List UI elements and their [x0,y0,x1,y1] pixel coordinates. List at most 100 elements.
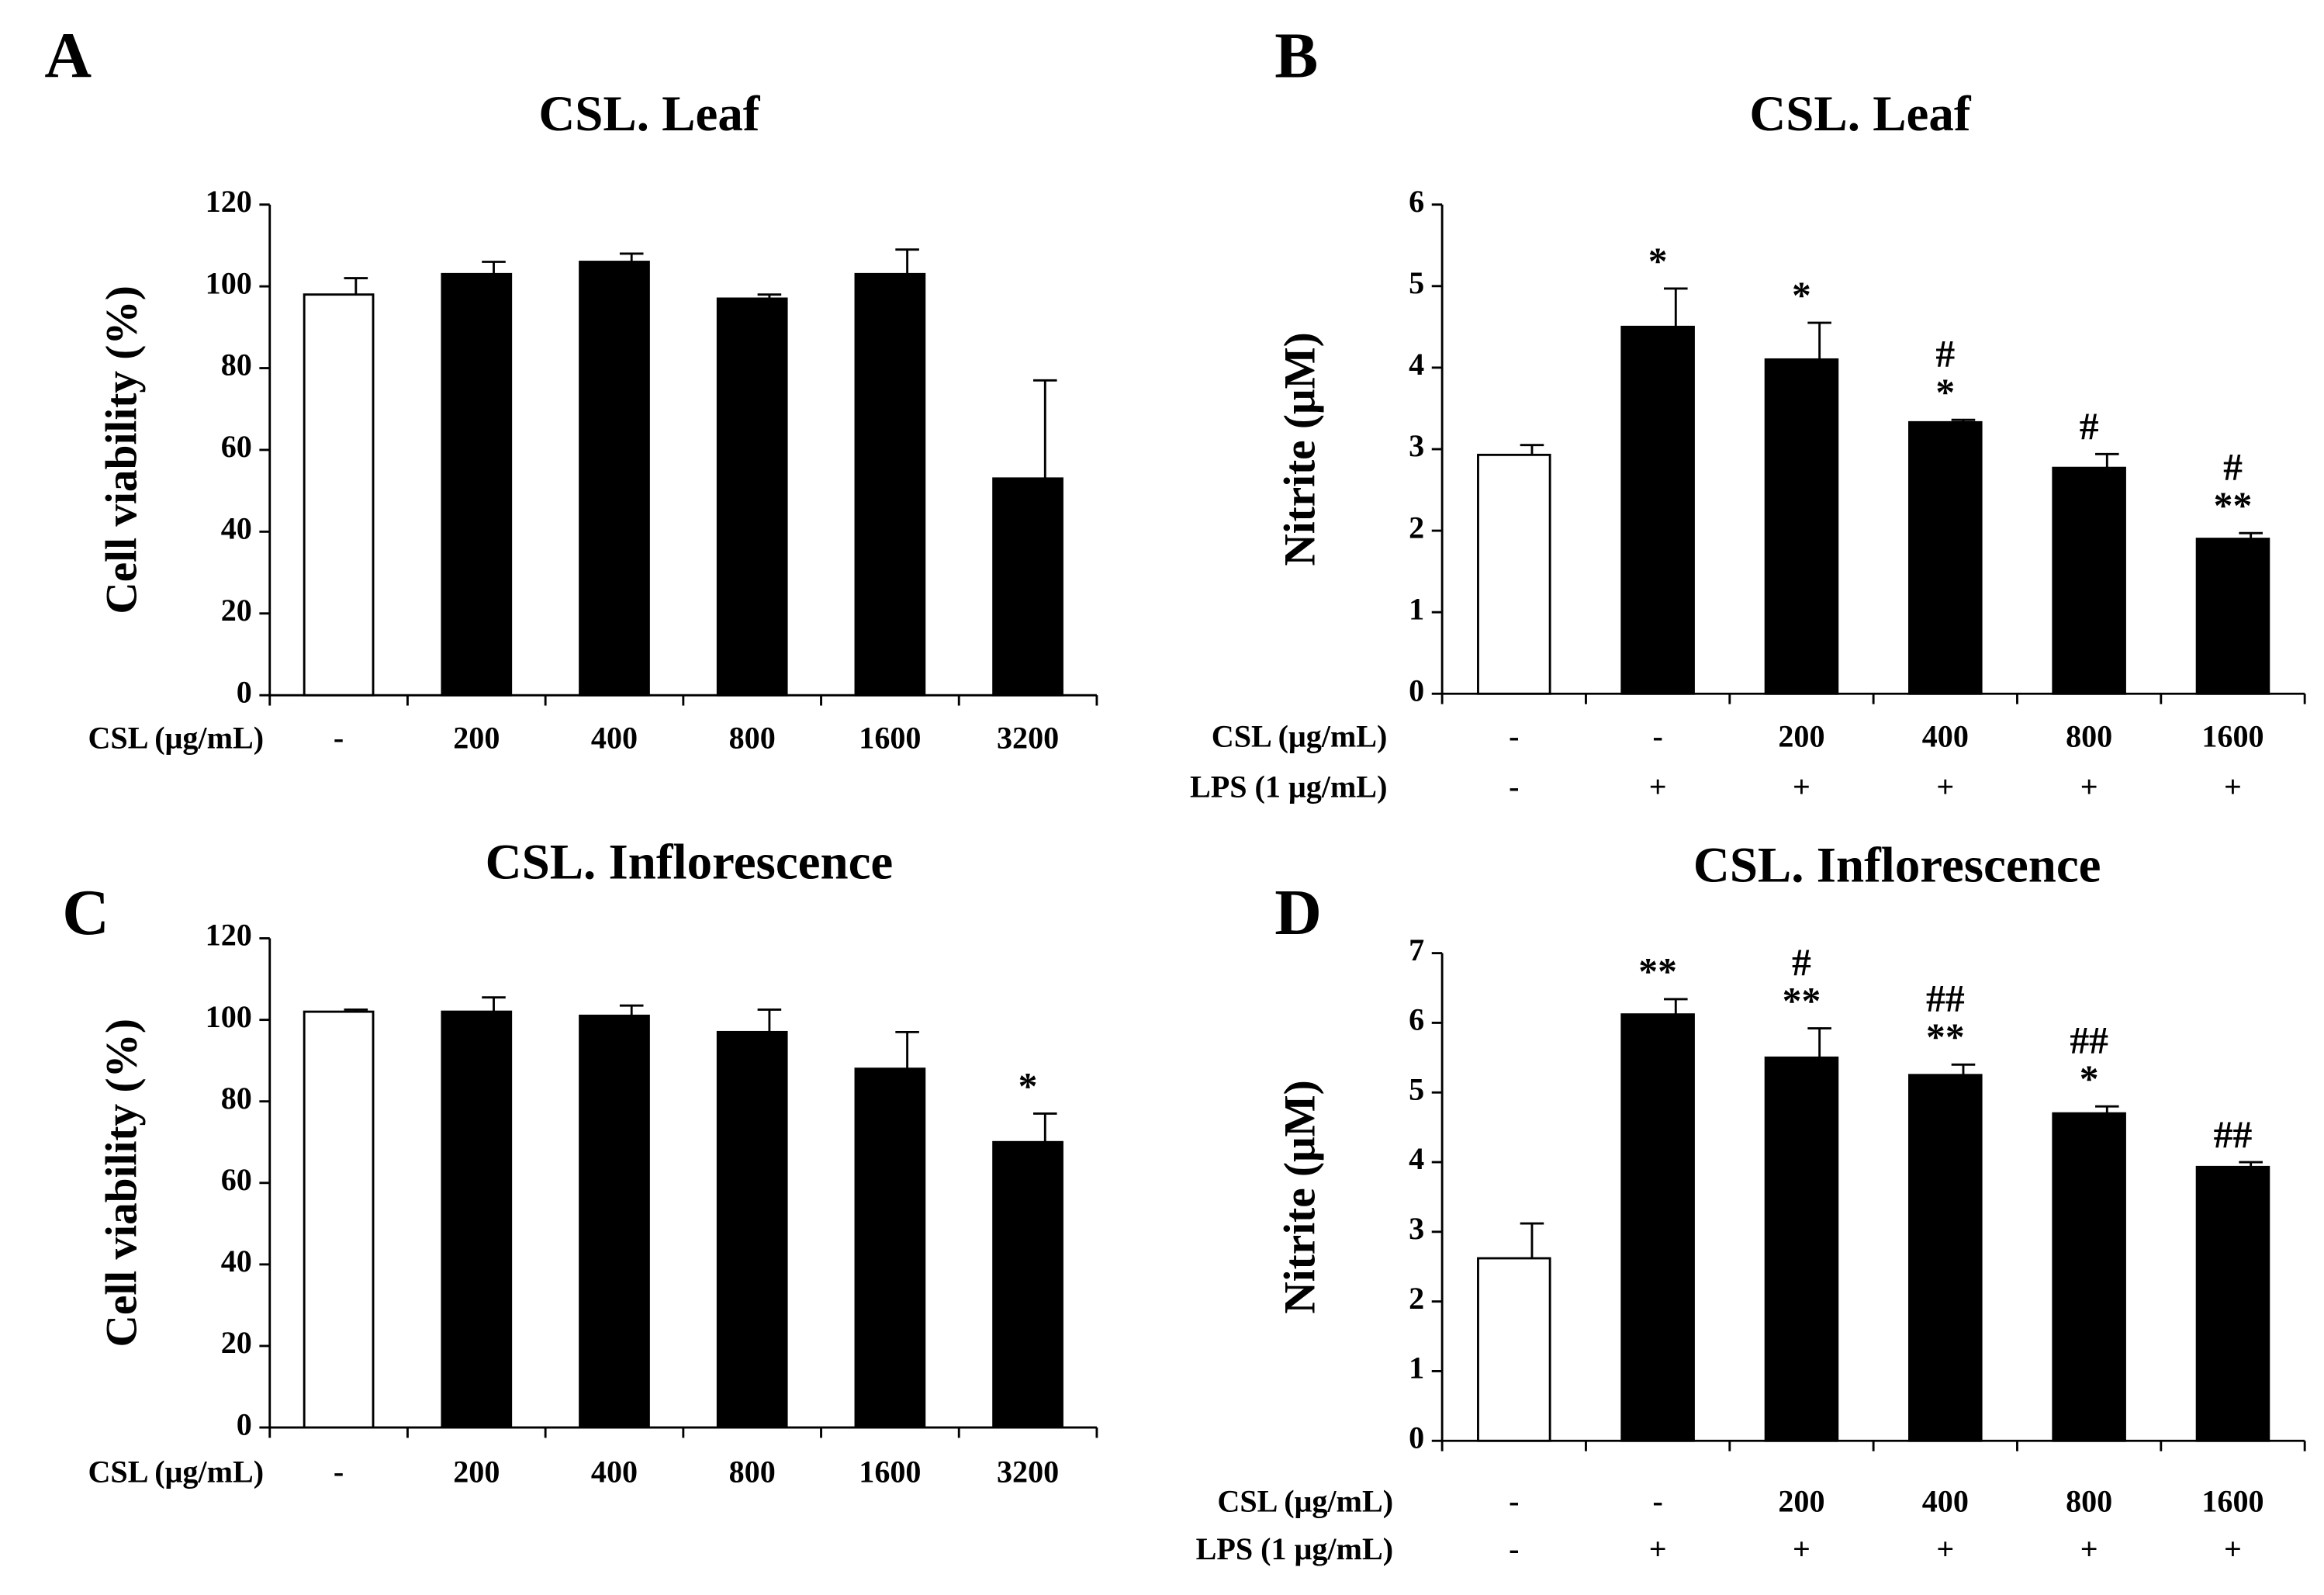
y-tick-label: 20 [221,1325,252,1360]
panel-letter: C [62,877,109,949]
chart-title: CSL. Inflorescence [486,835,894,891]
significance-label: ** [1926,1015,1965,1058]
x-tick-label: - [1652,719,1662,754]
y-tick-label: 0 [1409,673,1424,708]
chart-title: CSL. Leaf [538,86,760,142]
x-tick-label: 3200 [997,721,1059,756]
bar [2195,1165,2270,1442]
y-tick-label: 40 [221,1244,252,1278]
x-tick-label: + [1793,770,1810,804]
row-label: CSL (μg/mL) [1217,1484,1393,1519]
y-tick-label: 4 [1409,1141,1424,1176]
significance-label: ** [1638,950,1677,993]
y-tick-label: 80 [221,1081,252,1116]
significance-label: ## [1926,977,1965,1019]
x-tick-label: 200 [453,721,500,756]
bar [1908,420,1983,695]
y-tick-label: 120 [206,918,252,953]
x-tick-label: 1600 [859,721,921,756]
x-tick-label: 800 [2066,1484,2112,1519]
panel-letter: B [1274,20,1318,92]
bar [579,261,650,697]
bar [441,272,513,697]
bar [1620,325,1695,695]
x-tick-label: 200 [1778,1484,1824,1519]
row-label: CSL (μg/mL) [88,721,264,756]
bar [1477,453,1551,695]
y-tick-label: 1 [1409,591,1424,626]
y-tick-label: 5 [1409,265,1424,300]
y-tick-label: 20 [221,593,252,628]
x-tick-label: - [1509,719,1519,754]
x-tick-label: - [1509,1531,1519,1566]
significance-label: # [2223,445,2243,488]
bar [441,1010,513,1429]
x-tick-label: + [1793,1531,1810,1566]
y-tick-label: 1 [1409,1351,1424,1386]
x-tick-label: 200 [453,1454,500,1489]
x-tick-label: 1600 [2201,719,2263,754]
panel-letter: A [44,20,92,92]
bar [716,1030,788,1429]
significance-label: * [1648,240,1668,282]
y-tick-label: 40 [221,511,252,546]
row-label: CSL (μg/mL) [88,1454,264,1489]
x-tick-label: - [1509,1484,1519,1519]
chart-title: CSL. Leaf [1749,86,1971,142]
y-tick-label: 100 [206,999,252,1034]
x-tick-label: 400 [591,721,638,756]
x-tick-label: 800 [729,721,776,756]
significance-label: * [1792,274,1811,317]
y-tick-label: 5 [1409,1071,1424,1106]
x-tick-label: 400 [1922,1484,1969,1519]
x-tick-label: - [334,721,344,756]
bar [716,297,788,697]
x-tick-label: + [1649,1531,1667,1566]
bar [992,1140,1063,1429]
y-tick-label: 80 [221,348,252,382]
y-tick-label: 6 [1409,1002,1424,1037]
bar [1908,1074,1983,1442]
bar [303,293,375,697]
y-axis-label: Nitrite (μM) [1276,1080,1325,1313]
x-tick-label: + [2080,770,2098,804]
y-tick-label: 60 [221,429,252,464]
y-tick-label: 0 [237,1406,252,1441]
y-tick-label: 4 [1409,347,1424,382]
significance-label: # [1792,941,1811,984]
chart-title: CSL. Inflorescence [1693,838,2101,894]
significance-label: ## [2070,1019,2108,1061]
significance-label: * [1018,1064,1038,1107]
y-tick-label: 6 [1409,184,1424,219]
y-tick-label: 3 [1409,428,1424,463]
panel-letter: D [1274,877,1322,949]
x-tick-label: + [1936,1531,1954,1566]
y-tick-label: 2 [1409,510,1424,545]
row-label: LPS (1 μg/mL) [1190,770,1387,804]
significance-label: ** [2214,484,2253,527]
significance-label: * [2080,1057,2099,1100]
y-tick-label: 7 [1409,932,1424,967]
y-tick-label: 0 [237,674,252,709]
x-tick-label: 400 [1922,719,1969,754]
significance-label: # [1935,332,1955,375]
x-tick-label: + [1649,770,1667,804]
x-tick-label: 800 [729,1454,776,1489]
y-axis-label: Cell viability (%) [98,1019,147,1347]
bar [2052,1112,2126,1442]
significance-label: * [1935,371,1955,413]
bar [854,1067,926,1429]
bar [1764,1056,1839,1442]
y-tick-label: 60 [221,1162,252,1197]
x-tick-label: - [334,1454,344,1489]
significance-label: ## [2214,1113,2253,1156]
bar [303,1010,375,1429]
y-axis-label: Nitrite (μM) [1276,332,1325,566]
bar [579,1014,650,1429]
y-tick-label: 3 [1409,1211,1424,1246]
significance-label: ** [1783,979,1821,1022]
bar [992,477,1063,697]
bar [1764,358,1839,695]
x-tick-label: 200 [1778,719,1824,754]
